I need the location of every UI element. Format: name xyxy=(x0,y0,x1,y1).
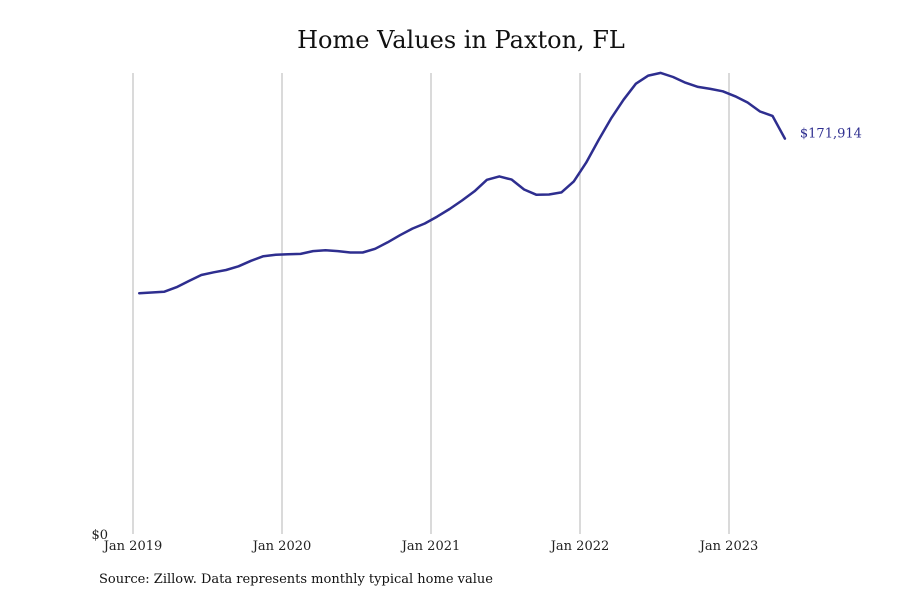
source-note: Source: Zillow. Data represents monthly … xyxy=(99,572,493,587)
end-label-layer: $171,914 xyxy=(800,127,862,142)
x-tick-label: Jan 2019 xyxy=(102,539,163,554)
series-layer xyxy=(137,71,787,295)
series-line xyxy=(137,71,787,295)
gridlines xyxy=(132,73,730,534)
x-axis-ticks: Jan 2019 Jan 2020 Jan 2021 Jan 2022 Jan 2023 xyxy=(102,539,759,554)
x-tick-label: Jan 2021 xyxy=(400,539,461,554)
x-tick-label: Jan 2022 xyxy=(549,539,610,554)
y-tick-label: $0 xyxy=(91,528,108,543)
x-tick-label: Jan 2020 xyxy=(251,539,312,554)
end-value-label: $171,914 xyxy=(800,127,862,142)
chart-title: Home Values in Paxton, FL xyxy=(297,26,625,54)
x-tick-label: Jan 2023 xyxy=(698,539,759,554)
y-axis-ticks: $0 xyxy=(91,528,108,543)
